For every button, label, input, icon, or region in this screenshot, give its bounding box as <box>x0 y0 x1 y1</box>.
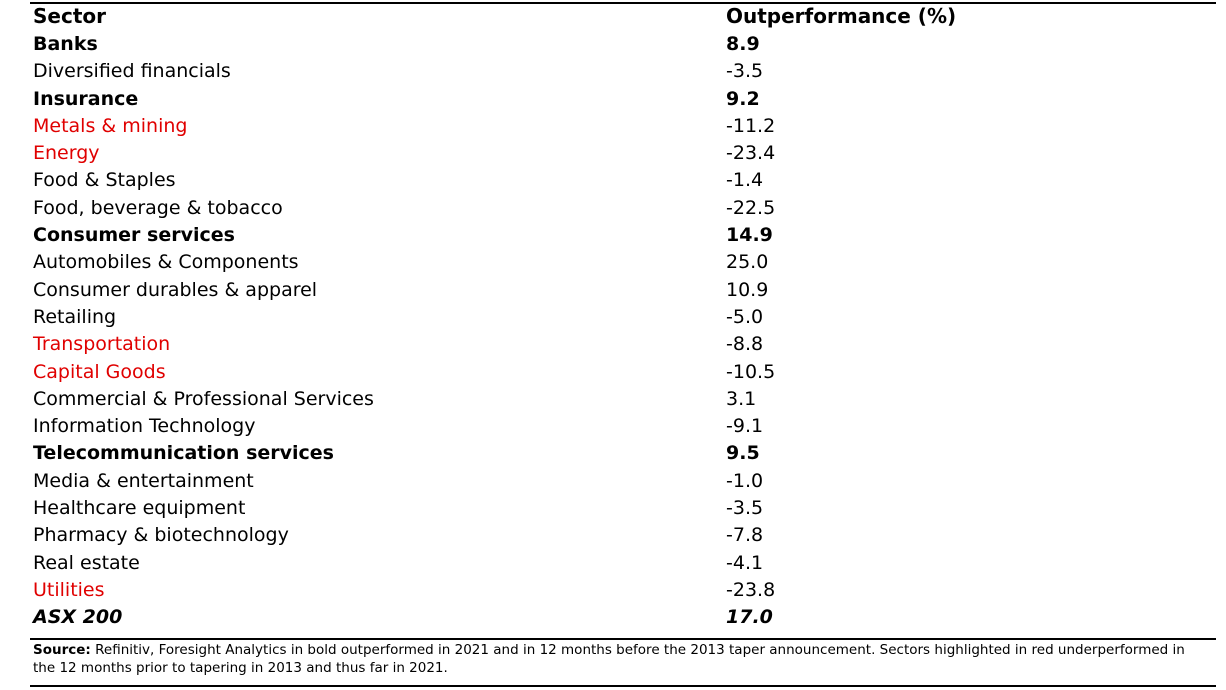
table-row: Energy -23.4 <box>30 140 1216 167</box>
top-rule <box>30 2 1216 4</box>
table-row: Capital Goods -10.5 <box>30 359 1216 386</box>
source-footnote: Source: Refinitiv, Foresight Analytics i… <box>33 641 1203 677</box>
source-text: Refinitiv, Foresight Analytics in bold o… <box>33 642 1185 676</box>
outperformance-cell: -1.0 <box>726 469 764 492</box>
table-row: Consumer durables & apparel 10.9 <box>30 277 1216 304</box>
sector-outperformance-table: Sector Outperformance (%) Banks 8.9 Divers… <box>30 0 1216 690</box>
table-row: Commercial & Professional Services 3.1 <box>30 386 1216 413</box>
outperformance-cell: -1.4 <box>726 169 764 192</box>
outperformance-cell: -23.8 <box>726 578 776 601</box>
outperformance-cell: -7.8 <box>726 524 764 547</box>
header-sector: Sector <box>33 4 106 28</box>
header-outperformance: Outperformance (%) <box>726 4 957 28</box>
table-row: Healthcare equipment -3.5 <box>30 495 1216 522</box>
table-row: ASX 200 17.0 <box>30 604 1216 631</box>
sector-cell: Energy <box>33 142 100 165</box>
outperformance-cell: 10.9 <box>726 278 769 301</box>
sector-cell: Commercial & Professional Services <box>33 387 374 410</box>
outperformance-cell: -10.5 <box>726 360 776 383</box>
outperformance-cell: -3.5 <box>726 60 764 83</box>
sector-cell: Banks <box>33 33 98 55</box>
sector-cell: Metals & mining <box>33 114 188 137</box>
sector-cell: Consumer durables & apparel <box>33 278 318 301</box>
outperformance-cell: -8.8 <box>726 333 764 356</box>
outperformance-cell: -11.2 <box>726 114 776 137</box>
sector-cell: ASX 200 <box>33 606 123 629</box>
table-row: Media & entertainment -1.0 <box>30 468 1216 495</box>
footer-rule <box>30 685 1216 687</box>
table-row: Diversified financials -3.5 <box>30 58 1216 85</box>
sector-cell: Retailing <box>33 305 117 328</box>
table-row: Automobiles & Components 25.0 <box>30 249 1216 276</box>
outperformance-cell: -4.1 <box>726 551 764 574</box>
table-row: Transportation -8.8 <box>30 331 1216 358</box>
sector-cell: Information Technology <box>33 415 256 438</box>
table-header-row: Sector Outperformance (%) <box>30 4 1216 31</box>
sector-cell: Food, beverage & tobacco <box>33 196 283 219</box>
table-row: Food, beverage & tobacco -22.5 <box>30 195 1216 222</box>
table-row: Metals & mining -11.2 <box>30 113 1216 140</box>
sector-cell: Transportation <box>33 333 171 356</box>
table-row: Consumer services 14.9 <box>30 222 1216 249</box>
outperformance-cell: 3.1 <box>726 387 757 410</box>
table-row: Information Technology -9.1 <box>30 413 1216 440</box>
sector-cell: Healthcare equipment <box>33 497 246 520</box>
sector-cell: Consumer services <box>33 224 235 247</box>
sector-cell: Utilities <box>33 578 105 601</box>
sector-cell: Food & Staples <box>33 169 176 192</box>
bottom-rule <box>30 638 1216 640</box>
table-row: Pharmacy & biotechnology -7.8 <box>30 522 1216 549</box>
outperformance-cell: 9.2 <box>726 87 760 110</box>
table-row: Utilities -23.8 <box>30 577 1216 604</box>
outperformance-cell: 9.5 <box>726 442 760 465</box>
outperformance-cell: -5.0 <box>726 305 764 328</box>
table-body: Banks 8.9 Diversified financials -3.5 Insura… <box>30 31 1216 632</box>
table-row: Retailing -5.0 <box>30 304 1216 331</box>
sector-cell: Automobiles & Components <box>33 251 299 274</box>
sector-cell: Capital Goods <box>33 360 166 383</box>
source-label: Source: <box>33 642 91 658</box>
outperformance-cell: -9.1 <box>726 415 764 438</box>
sector-cell: Insurance <box>33 87 139 110</box>
table-row: Banks 8.9 <box>30 31 1216 58</box>
outperformance-cell: 25.0 <box>726 251 769 274</box>
sector-cell: Pharmacy & biotechnology <box>33 524 289 547</box>
sector-cell: Telecommunication services <box>33 442 334 465</box>
sector-cell: Media & entertainment <box>33 469 254 492</box>
outperformance-cell: 17.0 <box>726 606 773 629</box>
table-row: Real estate -4.1 <box>30 550 1216 577</box>
table-row: Telecommunication services 9.5 <box>30 440 1216 467</box>
outperformance-cell: 8.9 <box>726 33 760 55</box>
outperformance-cell: -23.4 <box>726 142 776 165</box>
sector-cell: Real estate <box>33 551 140 574</box>
outperformance-cell: -3.5 <box>726 497 764 520</box>
table-row: Insurance 9.2 <box>30 86 1216 113</box>
outperformance-cell: -22.5 <box>726 196 776 219</box>
table-row: Food & Staples -1.4 <box>30 167 1216 194</box>
outperformance-cell: 14.9 <box>726 224 773 247</box>
sector-cell: Diversified financials <box>33 60 231 83</box>
